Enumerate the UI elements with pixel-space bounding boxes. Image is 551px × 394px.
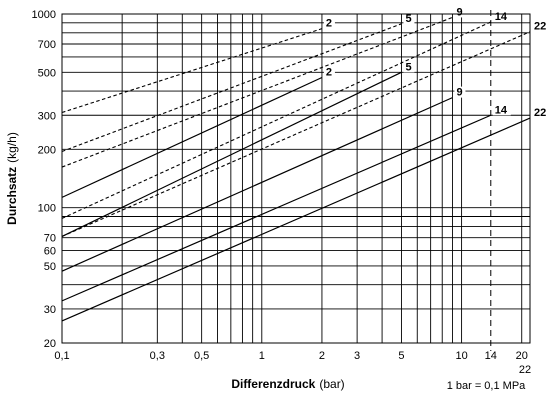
series-label-solid-22: 22 — [534, 107, 546, 119]
y-axis-title-unit: (kg/h) — [5, 132, 19, 163]
x-tick-labels: 0,1 0,3 0,5 1 2 3 5 10 14 20 22 — [54, 350, 531, 376]
x-axis-title: Differenzdruck (bar) — [231, 377, 344, 391]
unit-conversion-note: 1 bar = 0,1 MPa — [447, 380, 526, 392]
y-tick-label: 300 — [38, 110, 56, 122]
series-label-dashed-5: 5 — [405, 13, 411, 25]
series-label-solid-2: 2 — [326, 66, 332, 78]
series-label-bg — [454, 86, 466, 98]
x-axis-title-unit: (bar) — [319, 377, 344, 391]
x-axis-title-main: Differenzdruck — [231, 377, 315, 391]
series-line-solid-22 — [61, 117, 531, 322]
x-tick-label: 0,3 — [150, 350, 165, 362]
series-line-solid-2 — [61, 76, 323, 198]
y-tick-label: 20 — [44, 338, 56, 350]
series-line-solid-5 — [61, 71, 402, 237]
series-label-bg — [403, 61, 415, 73]
y-tick-label: 1000 — [32, 9, 56, 21]
x-tick-label: 5 — [398, 350, 404, 362]
series-label-bg — [532, 107, 550, 119]
y-tick-label: 700 — [38, 39, 56, 51]
series-line-dashed-14 — [61, 21, 492, 219]
x-tick-label: 2 — [319, 350, 325, 362]
y-tick-label: 50 — [44, 261, 56, 273]
series-label-dashed-2: 2 — [326, 18, 332, 30]
x-tick-label: 0,1 — [54, 350, 69, 362]
series-line-dashed-9 — [61, 16, 453, 168]
series-line-solid-14 — [61, 114, 492, 302]
series-label-dashed-22: 22 — [534, 21, 546, 33]
series-line-dashed-2 — [61, 28, 323, 114]
series-label-bg — [454, 6, 466, 18]
x-tick-label: 0,5 — [194, 350, 209, 362]
y-tick-label: 70 — [44, 233, 56, 245]
x-tick-label: 1 — [259, 350, 265, 362]
series-line-dashed-22 — [61, 31, 531, 237]
series-label-solid-14: 14 — [495, 104, 508, 116]
series-label-bg — [403, 12, 415, 24]
x-tick-label: 3 — [354, 350, 360, 362]
y-axis-title-main: Durchsatz — [5, 167, 19, 225]
y-tick-label: 100 — [38, 203, 56, 215]
series-label-dashed-14: 14 — [495, 11, 508, 23]
series-lines — [61, 16, 531, 322]
chart-grid — [61, 13, 530, 344]
x-tick-label: 10 — [455, 350, 467, 362]
series-label-dashed-9: 9 — [456, 6, 462, 18]
x-tick-label: 14 — [485, 350, 497, 362]
series-label-bg — [532, 20, 550, 32]
series-label-solid-5: 5 — [405, 61, 411, 73]
x-tick-label: 22 — [519, 364, 531, 376]
series-line-solid-9 — [61, 97, 453, 272]
y-tick-label: 500 — [38, 67, 56, 79]
series-label-bg — [492, 10, 511, 22]
series-label-bg — [492, 104, 511, 116]
y-tick-label: 60 — [44, 246, 56, 258]
y-axis-title: Durchsatz (kg/h) — [5, 132, 19, 225]
series-label-bg — [323, 17, 335, 29]
x-tick-label: 20 — [516, 350, 528, 362]
series-label-solid-9: 9 — [456, 87, 462, 99]
series-line-dashed-5 — [61, 23, 402, 152]
y-tick-label: 200 — [38, 144, 56, 156]
y-tick-label: 30 — [44, 304, 56, 316]
series-label-bg — [323, 66, 335, 78]
plot-frame — [61, 13, 531, 344]
